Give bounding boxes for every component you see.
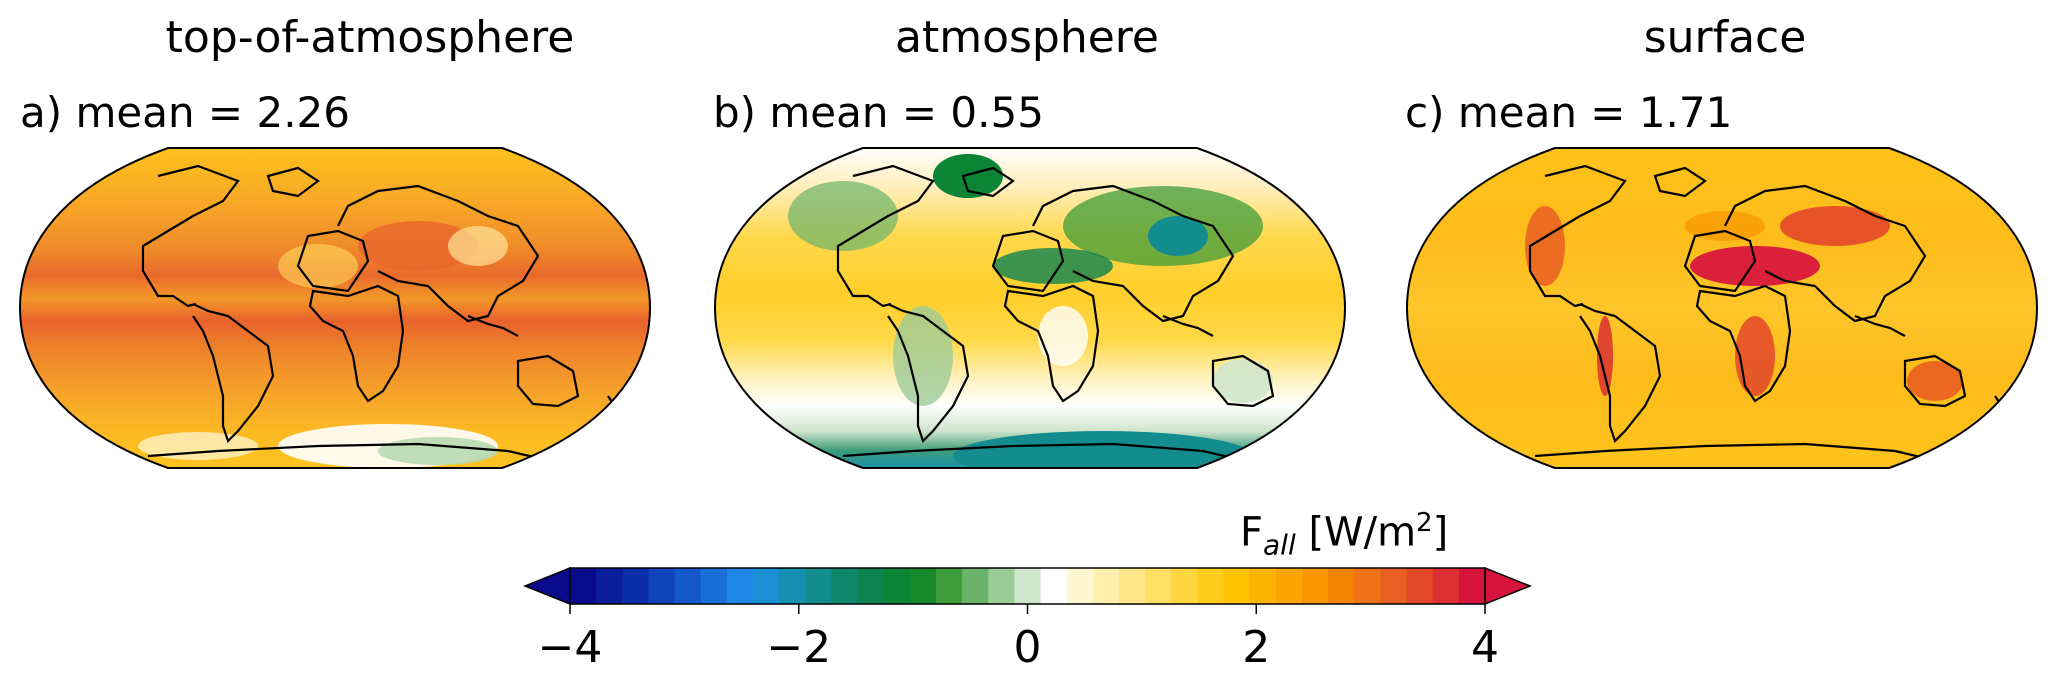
colorbar-segment: [726, 568, 754, 604]
map-surface: [1405, 147, 2039, 469]
colorbar-segment: [570, 568, 597, 604]
colorbar-segment: [1171, 568, 1199, 604]
panel-c-title: surface: [1643, 12, 1807, 63]
map-atmosphere: [713, 147, 1347, 469]
colorbar-segment: [805, 568, 833, 604]
colorbar-segment: [1119, 568, 1146, 604]
colorbar-segment: [1066, 568, 1094, 604]
colorbar-segment: [753, 568, 780, 604]
colorbar-label: Fall [W/m2]: [1240, 508, 1448, 561]
colorbar-segment: [1302, 568, 1329, 604]
colorbar-segment: [962, 568, 989, 604]
colorbar-tick-label: 2: [1242, 622, 1271, 673]
colorbar-segment: [1145, 568, 1172, 604]
colorbar-label-units-open: [W/m: [1295, 509, 1417, 556]
colorbar-label-sub: all: [1263, 528, 1296, 562]
panel-c-mean-label: c) mean = 1.71: [1405, 88, 1733, 137]
colorbar-segment: [674, 568, 702, 604]
colorbar-segment: [1040, 568, 1068, 604]
colorbar-segment: [1092, 568, 1120, 604]
colorbar-label-main: F: [1240, 509, 1264, 556]
colorbar-label-units-close: ]: [1432, 509, 1449, 556]
panel-b-title: atmosphere: [895, 12, 1159, 63]
colorbar-tick-label: −4: [537, 622, 603, 673]
colorbar-segment: [1328, 568, 1355, 604]
colorbar-extend-low: [522, 566, 571, 606]
panel-a-title: top-of-atmosphere: [165, 12, 575, 63]
colorbar-segment: [1354, 568, 1382, 604]
colorbar-segment: [1380, 568, 1408, 604]
colorbar-segment: [909, 568, 937, 604]
colorbar-segment: [1406, 568, 1434, 604]
colorbar-segment: [622, 568, 650, 604]
colorbar-tick-label: 4: [1471, 622, 1499, 673]
colorbar-segment: [700, 568, 728, 604]
colorbar-segment: [1458, 568, 1486, 604]
colorbar-label-units-sup: 2: [1416, 508, 1433, 538]
colorbar-segment: [936, 568, 963, 604]
map-top-of-atmosphere: [18, 147, 652, 469]
colorbar-segment: [779, 568, 806, 604]
colorbar-segment: [1014, 568, 1042, 604]
colorbar-tick-label: −2: [766, 622, 832, 673]
colorbar-segment: [1249, 568, 1277, 604]
colorbar-extend-high: [1484, 566, 1533, 606]
colorbar-segment: [1432, 568, 1460, 604]
panel-a-mean-label: a) mean = 2.26: [20, 88, 350, 137]
colorbar-segment: [1275, 568, 1303, 604]
colorbar-segment: [988, 568, 1016, 604]
colorbar-segment: [831, 568, 859, 604]
colorbar-segment: [1197, 568, 1225, 604]
colorbar-segment: [1223, 568, 1251, 604]
panel-b-mean-label: b) mean = 0.55: [713, 88, 1044, 137]
colorbar-segment: [648, 568, 676, 604]
colorbar-segment: [857, 568, 885, 604]
colorbar-segment: [596, 568, 623, 604]
colorbar-segment: [883, 568, 911, 604]
colorbar-tick-label: 0: [1013, 622, 1042, 673]
